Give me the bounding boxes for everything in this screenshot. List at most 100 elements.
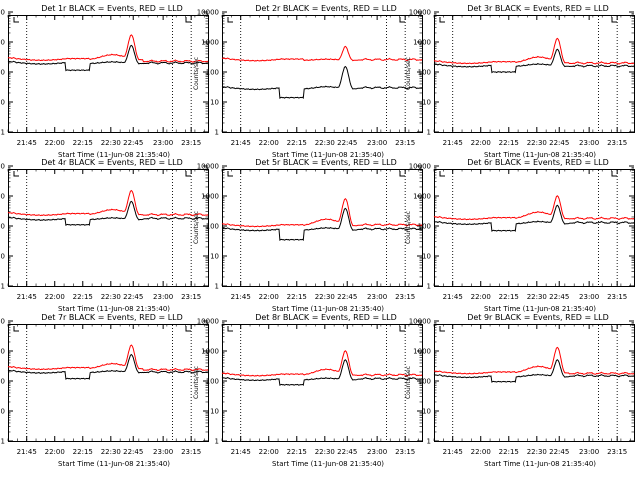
corner-mark-right [185,326,191,332]
series-line-events [433,359,635,383]
x-tick-label: 23:15 [395,139,415,147]
y-tick-label: 10 [0,99,5,107]
x-tick-label: 23:00 [579,448,599,456]
y-tick-label: 100 [206,223,219,231]
y-tick-label: 100 [418,69,431,77]
x-tick-label: 23:00 [367,448,387,456]
y-tick-label: 1000 [0,193,5,201]
x-tick-label: 22:15 [73,139,93,147]
corner-mark-left [439,171,445,177]
plot-frame [8,324,209,442]
x-tick-label: 23:00 [579,139,599,147]
y-tick-label: 10 [210,253,219,261]
x-tick-label: 22:00 [45,448,65,456]
panel-det-5r: Det 5r BLACK = Events, RED = LLD Counts/s… [193,158,423,313]
y-tick-label: 1000 [413,348,431,356]
x-tick-label: 22:30 [101,293,121,301]
x-tick-label: 22:15 [499,139,519,147]
x-tick-label: 23:15 [181,448,201,456]
x-tick-label: 22:30 [315,448,335,456]
y-axis-label: Counts/sec [405,366,412,399]
x-tick-label: 23:15 [607,293,627,301]
panel-title: Det 1r BLACK = Events, RED = LLD [41,4,183,13]
y-axis-label: Counts/sec [193,57,200,90]
x-tick-label: 22:00 [471,293,491,301]
x-axis-label: Start Time (11-Jun-08 21:35:40) [58,460,170,468]
x-tick-label: 22:00 [471,139,491,147]
series-line-lld [221,45,423,62]
y-axis-label: Counts/sec [405,211,412,244]
plot-frame [434,169,635,287]
panel-det-9r: Det 9r BLACK = Events, RED = LLD Counts/s… [405,313,635,468]
x-axis-label: Start Time (11-Jun-08 21:35:40) [484,305,596,313]
y-tick-label: 10 [0,408,5,416]
x-tick-label: 22:15 [287,293,307,301]
y-tick-label: 10000 [0,318,5,326]
x-tick-label: 22:00 [259,293,279,301]
corner-mark-right [399,171,405,177]
y-tick-label: 1 [1,283,5,291]
y-tick-label: 10 [422,253,431,261]
series-line-events [433,204,635,232]
x-tick-label: 22:00 [259,139,279,147]
plot-frame [434,324,635,442]
y-tick-label: 1000 [201,193,219,201]
x-tick-label: 23:00 [153,448,173,456]
x-axis-label: Start Time (11-Jun-08 21:35:40) [58,151,170,159]
series-line-lld [7,344,209,372]
panel-title: Det 5r BLACK = Events, RED = LLD [255,158,397,167]
y-tick-label: 1000 [0,39,5,47]
x-tick-label: 23:15 [607,448,627,456]
series-line-events [7,353,209,380]
x-tick-label: 23:15 [395,293,415,301]
y-tick-label: 1000 [0,348,5,356]
panel-title: Det 9r BLACK = Events, RED = LLD [467,313,609,322]
series-line-events [7,200,209,227]
series-line-events [221,359,423,387]
x-tick-label: 22:30 [527,293,547,301]
corner-mark-right [611,17,617,23]
corner-mark-left [439,326,445,332]
x-axis-label: Start Time (11-Jun-08 21:35:40) [484,151,596,159]
y-tick-label: 10000 [197,163,219,171]
y-tick-label: 1 [427,438,431,446]
panel-title: Det 4r BLACK = Events, RED = LLD [41,158,183,167]
panel-det-3r: Det 3r BLACK = Events, RED = LLD Counts/s… [405,4,635,159]
panel-det-8r: Det 8r BLACK = Events, RED = LLD Counts/s… [193,313,423,468]
corner-mark-left [13,17,19,23]
y-tick-label: 1000 [201,348,219,356]
x-tick-label: 22:00 [45,139,65,147]
series-line-lld [433,346,635,376]
x-tick-label: 22:30 [527,139,547,147]
y-tick-label: 1 [1,438,5,446]
x-axis-label: Start Time (11-Jun-08 21:35:40) [58,305,170,313]
x-tick-label: 22:30 [101,139,121,147]
y-tick-label: 1000 [413,39,431,47]
x-tick-label: 23:15 [607,139,627,147]
corner-mark-right [611,171,617,177]
x-axis-label: Start Time (11-Jun-08 21:35:40) [484,460,596,468]
y-tick-label: 100 [0,223,5,231]
x-tick-label: 21:45 [17,448,37,456]
x-tick-label: 22:15 [499,448,519,456]
y-tick-label: 1000 [413,193,431,201]
panel-title: Det 8r BLACK = Events, RED = LLD [255,313,397,322]
x-tick-label: 23:15 [395,448,415,456]
x-tick-label: 22:45 [123,293,143,301]
series-line-lld [221,197,423,228]
y-tick-label: 10 [210,99,219,107]
x-tick-label: 22:45 [549,448,569,456]
x-tick-label: 23:00 [153,139,173,147]
x-tick-label: 23:15 [181,139,201,147]
panel-det-6r: Det 6r BLACK = Events, RED = LLD Counts/s… [405,158,635,313]
y-tick-label: 100 [418,223,431,231]
x-tick-label: 21:45 [443,139,463,147]
y-tick-label: 100 [418,378,431,386]
y-tick-label: 10 [422,99,431,107]
y-tick-label: 100 [206,69,219,77]
y-axis-label: Counts/sec [193,211,200,244]
y-tick-label: 10 [0,253,5,261]
series-line-lld [433,195,635,221]
